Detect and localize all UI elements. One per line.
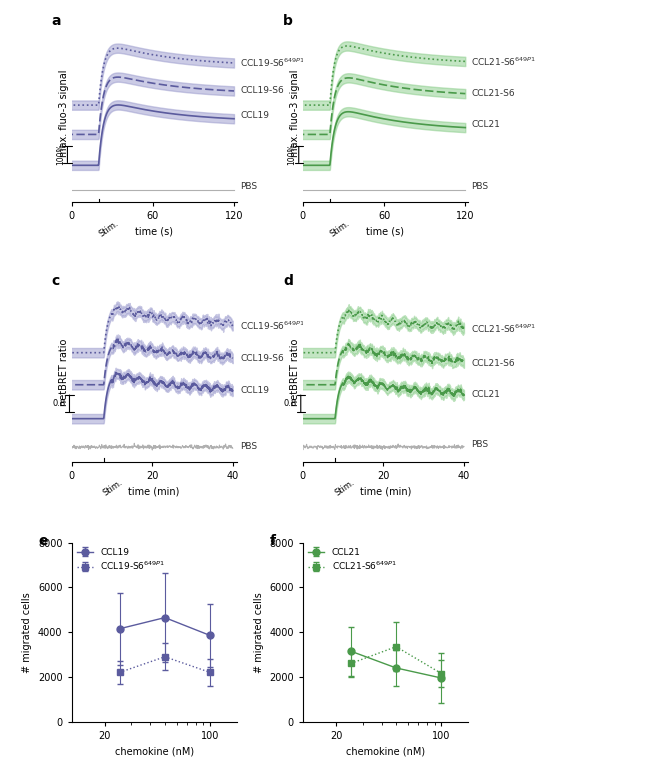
Text: CCL21-S6$^{649P1}$: CCL21-S6$^{649P1}$: [471, 322, 536, 334]
Y-axis label: # migrated cells: # migrated cells: [254, 592, 264, 673]
Text: b: b: [283, 14, 293, 29]
Text: CCL19: CCL19: [240, 386, 269, 395]
Legend: CCL19, CCL19-S6$^{649P1}$: CCL19, CCL19-S6$^{649P1}$: [76, 547, 166, 573]
Text: PBS: PBS: [471, 182, 488, 192]
Text: CCL21-S6: CCL21-S6: [471, 89, 515, 98]
Text: a: a: [52, 14, 61, 29]
Text: PBS: PBS: [471, 440, 488, 449]
X-axis label: time (s): time (s): [367, 227, 404, 237]
Y-axis label: netBRET ratio: netBRET ratio: [58, 339, 69, 406]
Text: CCL21-S6$^{649P1}$: CCL21-S6$^{649P1}$: [471, 55, 536, 68]
Text: 100%: 100%: [287, 144, 296, 165]
Text: e: e: [38, 534, 48, 548]
Text: CCL21: CCL21: [471, 390, 500, 400]
Text: CCL19-S6: CCL19-S6: [240, 86, 284, 95]
Y-axis label: netBRET ratio: netBRET ratio: [290, 339, 300, 406]
Text: CCL19-S6: CCL19-S6: [240, 354, 284, 363]
Text: 100%: 100%: [56, 144, 65, 165]
Text: CCL21: CCL21: [471, 120, 500, 129]
X-axis label: time (min): time (min): [129, 487, 180, 497]
Y-axis label: max. fluo-3 signal: max. fluo-3 signal: [58, 69, 69, 157]
X-axis label: chemokine (nM): chemokine (nM): [346, 747, 425, 757]
Text: CCL19: CCL19: [240, 111, 269, 120]
Text: Stim.: Stim.: [333, 478, 356, 498]
X-axis label: time (min): time (min): [359, 487, 411, 497]
Y-axis label: max. fluo-3 signal: max. fluo-3 signal: [290, 69, 300, 157]
Text: CCL19-S6$^{649P1}$: CCL19-S6$^{649P1}$: [240, 57, 305, 69]
Text: 0.8: 0.8: [283, 399, 297, 408]
Y-axis label: # migrated cells: # migrated cells: [22, 592, 32, 673]
Text: c: c: [52, 274, 60, 288]
Legend: CCL21, CCL21-S6$^{649P1}$: CCL21, CCL21-S6$^{649P1}$: [307, 547, 398, 573]
Text: CCL21-S6: CCL21-S6: [471, 359, 515, 368]
Text: d: d: [283, 274, 293, 288]
Text: 0.8: 0.8: [52, 399, 66, 408]
Text: CCL19-S6$^{649P1}$: CCL19-S6$^{649P1}$: [240, 320, 305, 332]
X-axis label: chemokine (nM): chemokine (nM): [114, 747, 194, 757]
Text: f: f: [270, 534, 276, 548]
Text: Stim.: Stim.: [98, 219, 120, 238]
X-axis label: time (s): time (s): [135, 227, 173, 237]
Text: Stim.: Stim.: [328, 219, 352, 238]
Text: PBS: PBS: [240, 182, 257, 192]
Text: PBS: PBS: [240, 442, 257, 451]
Text: Stim.: Stim.: [101, 478, 125, 498]
